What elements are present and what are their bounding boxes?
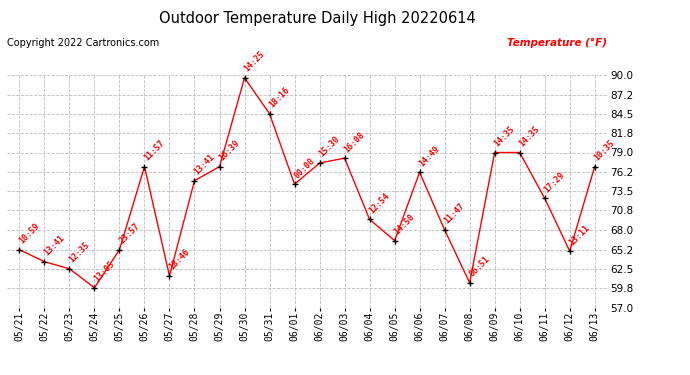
- Text: 16:39: 16:39: [217, 138, 241, 162]
- Text: 12:35: 12:35: [67, 240, 91, 265]
- Text: 18:46: 18:46: [167, 248, 191, 272]
- Text: 06:51: 06:51: [467, 255, 491, 279]
- Text: 11:47: 11:47: [442, 202, 466, 226]
- Text: 14:50: 14:50: [393, 212, 417, 236]
- Text: Outdoor Temperature Daily High 20220614: Outdoor Temperature Daily High 20220614: [159, 11, 476, 26]
- Text: 23:57: 23:57: [117, 222, 141, 246]
- Text: 15:30: 15:30: [317, 135, 342, 159]
- Text: 13:41: 13:41: [42, 234, 66, 258]
- Text: 13:41: 13:41: [193, 153, 217, 177]
- Text: 11:57: 11:57: [142, 138, 166, 162]
- Text: Copyright 2022 Cartronics.com: Copyright 2022 Cartronics.com: [7, 38, 159, 48]
- Text: 18:16: 18:16: [267, 86, 291, 109]
- Text: Temperature (°F): Temperature (°F): [507, 38, 607, 48]
- Text: 13:05: 13:05: [92, 260, 117, 284]
- Text: 17:29: 17:29: [542, 170, 566, 194]
- Text: 14:35: 14:35: [518, 124, 542, 148]
- Text: 12:54: 12:54: [367, 191, 391, 215]
- Text: 00:00: 00:00: [293, 156, 317, 180]
- Text: 10:59: 10:59: [17, 222, 41, 246]
- Text: 13:11: 13:11: [567, 223, 591, 247]
- Text: 14:35: 14:35: [493, 124, 517, 148]
- Text: 10:35: 10:35: [593, 138, 617, 162]
- Text: 14:49: 14:49: [417, 144, 442, 168]
- Text: 14:25: 14:25: [242, 50, 266, 74]
- Text: 16:08: 16:08: [342, 130, 366, 154]
